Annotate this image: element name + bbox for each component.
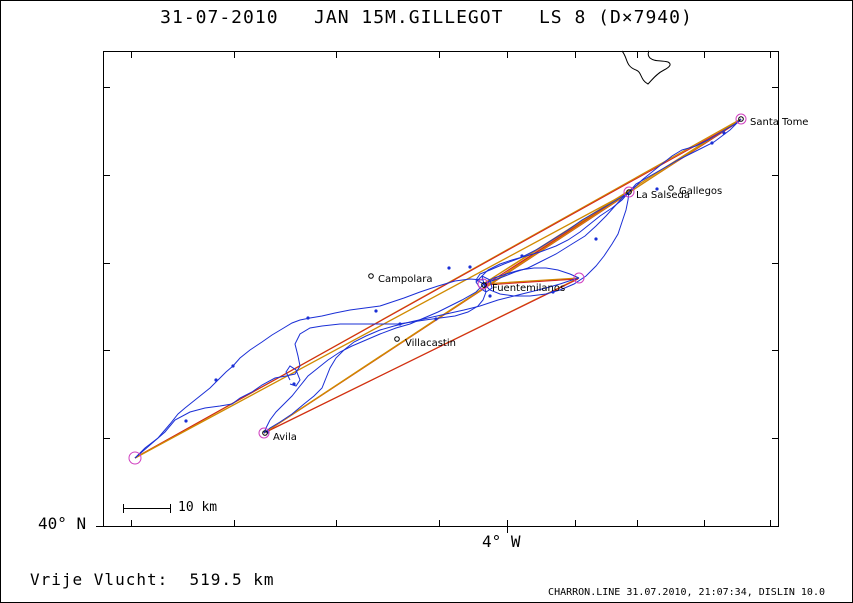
free-flight-distance: Vrije Vlucht: 519.5 km	[30, 570, 275, 589]
place-label-campolara: Campolara	[378, 274, 433, 285]
start-turnpoint	[128, 451, 142, 465]
place-label-villacastin: Villacastin	[405, 338, 456, 349]
place-label-fuentemilanos: Fuentemilanos	[492, 283, 566, 294]
place-label-santa-tome: Santa Tome	[750, 117, 809, 128]
scale-bar	[123, 504, 171, 513]
footer-credits: CHARRON.LINE 31.07.2010, 21:07:34, DISLI…	[548, 587, 825, 598]
flight-track	[134, 118, 742, 459]
turnpoint-east	[573, 272, 585, 284]
latitude-axis-label: 40° N	[38, 514, 87, 533]
place-markers	[262, 116, 744, 436]
axis-ticks	[103, 51, 779, 527]
place-label-gallegos: Gallegos	[679, 186, 723, 197]
task-lines	[134, 118, 742, 459]
place-label-la-salseda: La Salseda	[636, 190, 690, 201]
coastline	[621, 50, 671, 85]
turnpoint-fuentemilanos	[477, 278, 489, 290]
turnpoints	[128, 113, 747, 465]
plot-frame	[103, 51, 779, 527]
page-title: 31-07-2010 JAN 15M.GILLEGOT LS 8 (D×7940…	[160, 7, 693, 28]
turnpoint-santa-tome	[735, 113, 747, 125]
scale-bar-label: 10 km	[178, 500, 218, 515]
turnpoint-avila	[258, 427, 270, 439]
longitude-axis-label: 4° W	[482, 532, 521, 551]
place-label-avila: Avila	[273, 432, 297, 443]
turnpoint-la-salseda	[623, 186, 635, 198]
